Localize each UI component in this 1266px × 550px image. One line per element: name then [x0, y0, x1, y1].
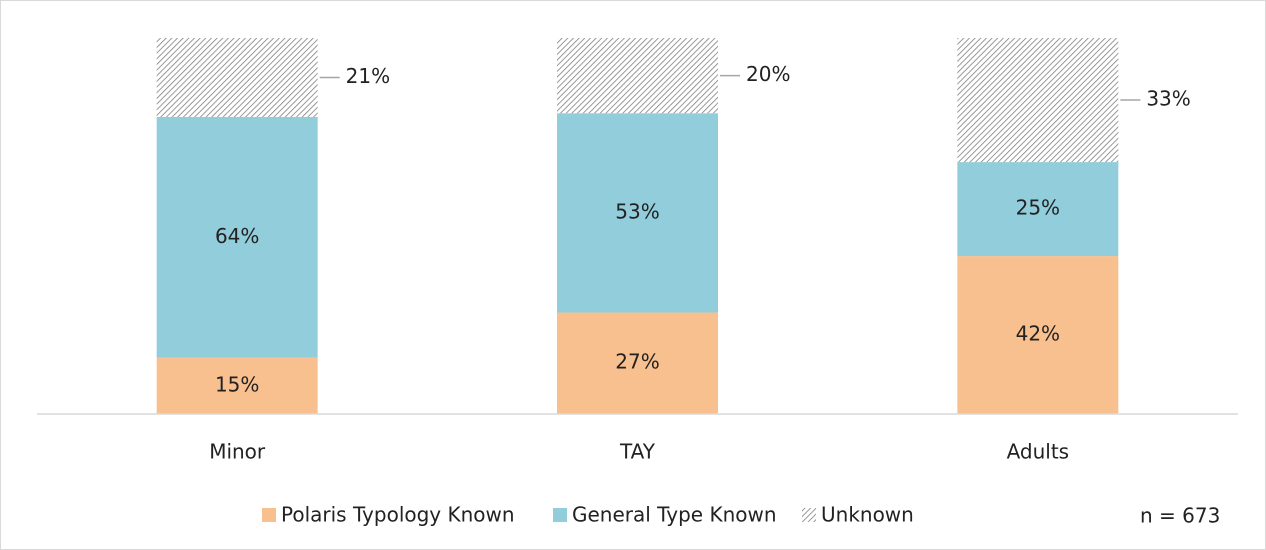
data-label: 25%: [1016, 196, 1060, 220]
data-label: 42%: [1016, 322, 1060, 346]
bar-segment: [557, 38, 718, 114]
data-label: 33%: [1146, 87, 1190, 111]
data-label: 21%: [346, 64, 390, 88]
data-label: 27%: [615, 350, 659, 374]
bar-segment: [156, 357, 318, 414]
bar-segment: [156, 38, 318, 117]
data-label: 20%: [746, 62, 790, 86]
bar-segment: [557, 113, 718, 313]
bar-segment: [957, 162, 1119, 257]
data-label: 64%: [215, 224, 259, 248]
legend-label: General Type Known: [572, 503, 777, 527]
bar-segment: [957, 256, 1119, 414]
legend-label: Polaris Typology Known: [281, 503, 515, 527]
x-tick-label: TAY: [619, 440, 656, 464]
bar-segment: [957, 38, 1119, 163]
annotation: n = 673: [1140, 504, 1220, 528]
x-tick-label: Adults: [1007, 440, 1070, 464]
legend-label: Unknown: [821, 503, 914, 527]
legend-swatch: [802, 508, 816, 522]
data-label: 15%: [215, 372, 259, 396]
bar-segment: [156, 116, 318, 358]
x-tick-label: Minor: [209, 440, 266, 464]
data-label: 53%: [615, 199, 659, 223]
legend-swatch: [553, 508, 567, 522]
bar-segment: [557, 312, 718, 414]
legend-swatch: [262, 508, 276, 522]
